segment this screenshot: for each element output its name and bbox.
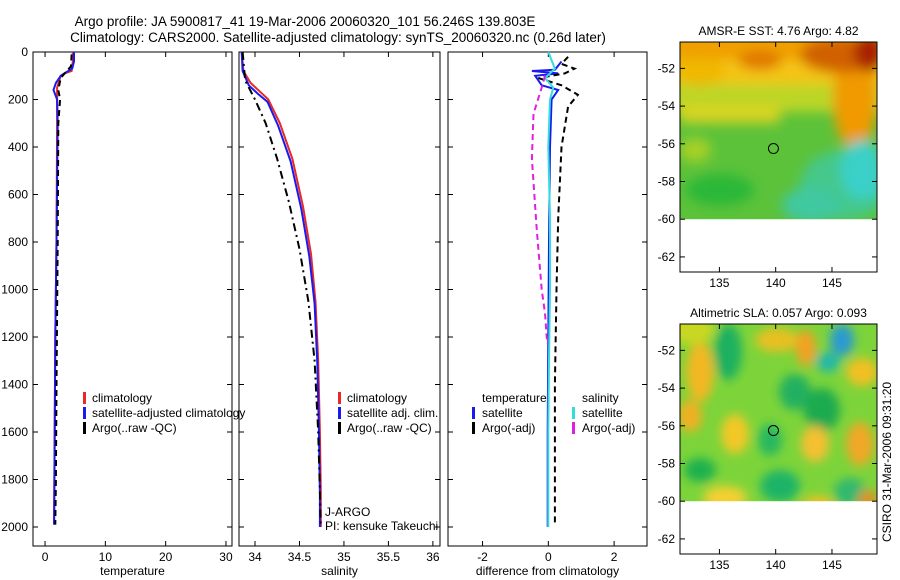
sst-map-ytick-label: -58 <box>658 175 676 189</box>
sst-map-ytick-label: -62 <box>658 250 676 264</box>
difference-xtick-label: 0 <box>545 550 552 564</box>
temperature-axes-frame <box>32 51 233 547</box>
sst-map-ytick-label: -56 <box>658 137 676 151</box>
temperature-ytick-label: 200 <box>8 93 28 107</box>
sst-map-xtick-label: 145 <box>822 276 842 290</box>
temperature-series-satellite-adjusted-climatology <box>52 52 75 525</box>
sla-map-xtick-label: 140 <box>766 558 786 572</box>
sla-map-ytick-label: -62 <box>658 532 676 546</box>
difference-xtick-label: -2 <box>477 550 488 564</box>
sla-map-no-data <box>680 501 877 554</box>
difference-legend-label: satellite <box>582 406 623 420</box>
difference-series-salinity-argo-adj- <box>530 75 549 345</box>
temperature-ytick-label: 1800 <box>1 473 28 487</box>
difference-axes-frame <box>447 51 648 547</box>
temperature-ytick-label: 1000 <box>1 283 28 297</box>
salinity-xtick-label: 35.5 <box>377 550 401 564</box>
sla-map-axes-frame <box>679 323 878 555</box>
sst-map-axes-frame <box>679 41 878 273</box>
sst-map-title: AMSR-E SST: 4.76 Argo: 4.82 <box>698 24 858 38</box>
salinity-xtick-label: 35 <box>337 550 351 564</box>
sla-map-xtick-label: 145 <box>822 558 842 572</box>
difference-legend-swatch <box>472 407 475 419</box>
salinity-legend-swatch <box>338 407 341 419</box>
temperature-ytick-label: 0 <box>21 45 28 59</box>
temperature-legend-label: Argo(..raw -QC) <box>92 421 177 435</box>
temperature-ytick-label: 2000 <box>1 520 28 534</box>
salinity-axes-frame <box>238 51 441 547</box>
sst-map-ytick-label: -52 <box>658 61 676 75</box>
salinity-legend-label: climatology <box>347 391 407 405</box>
sla-heatmap <box>680 324 877 514</box>
salinity-xtick-label: 34 <box>248 550 262 564</box>
temperature-ytick-label: 1600 <box>1 425 28 439</box>
difference-legend-title: salinity <box>582 391 619 405</box>
temperature-xtick-label: 30 <box>219 550 233 564</box>
sst-map-chart: AMSR-E SST: 4.76 Argo: 4.82 135 140 145 -52 -… <box>658 24 878 290</box>
sst-map-ytick-label: -60 <box>658 212 676 226</box>
figure-title-line1: Argo profile: JA 5900817_41 19-Mar-2006 … <box>75 14 536 29</box>
difference-legend-swatch <box>572 407 575 419</box>
salinity-legend-label: satellite adj. clim. <box>347 406 438 420</box>
sla-map-ytick-label: -56 <box>658 419 676 433</box>
figure-title-line2: Climatology: CARS2000. Satellite-adjuste… <box>70 30 606 45</box>
difference-series-temperature-argo-adj- <box>538 56 580 525</box>
temperature-legend-label: satellite-adjusted climatology <box>92 406 245 420</box>
temperature-xtick-label: 20 <box>159 550 173 564</box>
sst-map-argo-marker <box>767 143 779 155</box>
temperature-legend-label: climatology <box>92 391 152 405</box>
difference-legend-swatch <box>572 422 575 434</box>
difference-legend-title: temperature <box>482 391 547 405</box>
salinity-xtick-label: 36 <box>426 550 440 564</box>
salinity-series-climatology <box>240 51 322 527</box>
side-timestamp: CSIRO 31-Mar-2006 09:31:20 <box>880 382 894 542</box>
sst-map-ytick-label: -54 <box>658 99 676 113</box>
sst-map-xtick-label: 135 <box>709 276 729 290</box>
temperature-legend-swatch <box>83 407 86 419</box>
sla-map-title: Altimetric SLA: 0.057 Argo: 0.093 <box>690 306 867 320</box>
salinity-xlabel: salinity <box>321 564 358 578</box>
difference-xlabel: difference from climatology <box>476 564 619 578</box>
sla-map-ytick-label: -58 <box>658 457 676 471</box>
temperature-ytick-label: 600 <box>8 188 28 202</box>
temperature-ytick-label: 800 <box>8 235 28 249</box>
temperature-ytick-label: 400 <box>8 140 28 154</box>
temperature-legend-swatch <box>83 392 86 404</box>
sla-map-ytick-label: -54 <box>658 381 676 395</box>
temperature-ytick-label: 1400 <box>1 378 28 392</box>
salinity-legend-swatch <box>338 422 341 434</box>
sla-map-ytick-label: -52 <box>658 343 676 357</box>
sla-map-chart: Altimetric SLA: 0.057 Argo: 0.093 135 140 1… <box>658 306 878 572</box>
salinity-legend-swatch <box>338 392 341 404</box>
temperature-legend-swatch <box>83 422 86 434</box>
difference-xtick-label: 2 <box>611 550 618 564</box>
salinity-annotation: J-ARGO <box>325 505 370 519</box>
difference-legend-swatch <box>472 422 475 434</box>
salinity-chart: 34 34.5 35 35.5 36 salinity climatologysatelli… <box>238 51 441 578</box>
salinity-annotation: PI: kensuke Takeuchi <box>325 519 438 533</box>
sst-heatmap <box>680 42 877 231</box>
sst-map-xtick-label: 140 <box>766 276 786 290</box>
sla-map-xtick-label: 135 <box>709 558 729 572</box>
difference-series-salinity-satellite <box>543 51 557 527</box>
difference-legend-label: Argo(-adj) <box>582 421 635 435</box>
temperature-xtick-label: 0 <box>42 550 49 564</box>
temperature-xtick-label: 10 <box>99 550 113 564</box>
salinity-xtick-label: 34.5 <box>288 550 312 564</box>
difference-legend-label: Argo(-adj) <box>482 421 535 435</box>
sla-map-argo-marker <box>767 425 779 437</box>
sst-map-no-data <box>680 219 877 272</box>
temperature-ytick-label: 1200 <box>1 330 28 344</box>
temperature-xlabel: temperature <box>100 564 165 578</box>
difference-series-temperature-satellite <box>531 60 563 527</box>
temperature-series-argo-raw-qc- <box>54 54 73 525</box>
salinity-series-argo-raw-qc- <box>241 51 322 528</box>
temperature-chart: 0 10 20 30 0 200 400 600 800 1000 1200 1400 1600 1800… <box>1 45 245 578</box>
difference-legend-label: satellite <box>482 406 523 420</box>
salinity-legend-label: Argo(..raw -QC) <box>347 421 432 435</box>
sla-map-ytick-label: -60 <box>658 494 676 508</box>
